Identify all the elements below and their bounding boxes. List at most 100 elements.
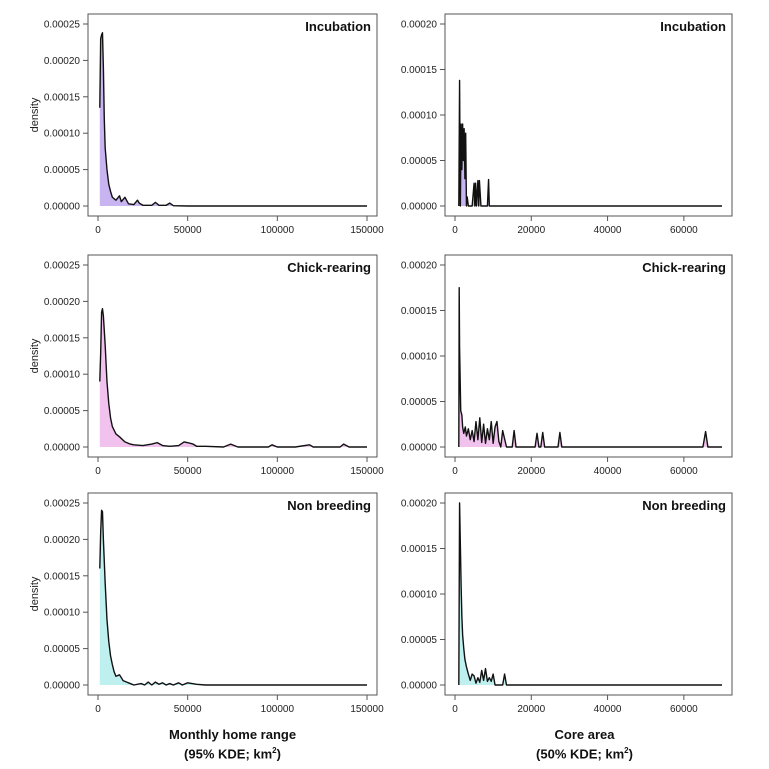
y-tick-label: 0.00005 (401, 397, 438, 408)
x-tick-label: 0 (452, 225, 458, 236)
y-tick-label: 0.00005 (401, 156, 438, 167)
x-tick-label: 40000 (594, 466, 622, 477)
x-tick-label: 60000 (670, 704, 698, 715)
y-tick-label: 0.00015 (44, 571, 81, 582)
density-line (99, 32, 367, 207)
y-tick-label: 0.00000 (44, 443, 81, 454)
y-tick-label: 0.00020 (44, 297, 81, 308)
density-line (458, 502, 722, 686)
y-tick-label: 0.00010 (44, 370, 81, 381)
density-area (458, 287, 722, 447)
panel-1: 0.00000 0.00005 0.00010 0.00015 0.00020 0.000… (29, 13, 384, 236)
y-tick-label: 0.00015 (401, 544, 438, 555)
x-tick-label: 50000 (174, 466, 202, 477)
y-tick-label: 0.00020 (44, 56, 81, 67)
x-axis-title-core-area-superscript: 2 (624, 746, 629, 755)
y-axis-label: density (29, 97, 41, 132)
panel-4: 0.00000 0.00005 0.00010 0.00015 0.00020 0 2000… (401, 254, 733, 477)
density-area (99, 308, 367, 447)
x-tick-label: 100000 (261, 466, 295, 477)
x-axis-title-core-area: Core area (50% KDE; km2) (442, 727, 727, 762)
y-tick-label: 0.00025 (44, 499, 81, 510)
density-line (458, 79, 722, 207)
y-tick-label: 0.00015 (401, 306, 438, 317)
panel-title: Chick-rearing (287, 260, 371, 275)
x-axis-title-home-range-line1: Monthly home range (168, 727, 297, 742)
y-tick-label: 0.00015 (401, 65, 438, 76)
x-tick-label: 100000 (261, 704, 295, 715)
x-tick-label: 0 (95, 704, 101, 715)
density-line (99, 307, 367, 448)
x-axis-title-core-area-units: (50% KDE; km (536, 746, 625, 762)
y-tick-label: 0.00000 (44, 681, 81, 692)
x-axis-title-core-area-line2: (50% KDE; km2) (442, 743, 727, 762)
plot-frame (87, 492, 378, 696)
y-tick-label: 0.00020 (44, 535, 81, 546)
x-axis-title-core-area-close: ) (628, 746, 633, 762)
plot-frame (87, 254, 378, 458)
x-tick-label: 40000 (594, 225, 622, 236)
x-tick-label: 40000 (594, 704, 622, 715)
y-tick-label: 0.00010 (401, 352, 438, 363)
y-axis-label: density (29, 576, 41, 611)
y-tick-label: 0.00000 (401, 681, 438, 692)
density-area (99, 510, 367, 685)
density-area (458, 503, 722, 685)
panel-6: 0.00000 0.00005 0.00010 0.00015 0.00020 0 2000… (401, 492, 733, 715)
y-tick-label: 0.00010 (44, 129, 81, 140)
plot-frame (444, 254, 733, 458)
panel-title: Non breeding (642, 498, 726, 513)
panel-title: Incubation (660, 19, 726, 34)
y-tick-label: 0.00010 (401, 111, 438, 122)
y-tick-label: 0.00020 (401, 499, 438, 510)
y-tick-label: 0.00005 (401, 635, 438, 646)
panel-title: Incubation (305, 19, 371, 34)
x-tick-label: 100000 (261, 225, 295, 236)
panel-5: 0.00000 0.00005 0.00010 0.00015 0.00020 0.000… (29, 492, 384, 715)
x-tick-label: 150000 (350, 225, 384, 236)
x-axis-title-home-range-close: ) (276, 746, 281, 762)
y-tick-label: 0.00025 (44, 20, 81, 31)
x-axis-title-home-range: Monthly home range (95% KDE; km2) (90, 727, 375, 762)
plot-frame (444, 492, 733, 696)
density-line (99, 509, 367, 686)
y-tick-label: 0.00005 (44, 165, 81, 176)
y-tick-label: 0.00015 (44, 92, 81, 103)
x-axis-title-home-range-line2: (95% KDE; km2) (90, 743, 375, 762)
y-tick-label: 0.00000 (401, 443, 438, 454)
x-tick-label: 0 (452, 466, 458, 477)
y-tick-label: 0.00015 (44, 333, 81, 344)
x-tick-label: 50000 (174, 704, 202, 715)
y-tick-label: 0.00020 (401, 261, 438, 272)
x-axis-title-home-range-units: (95% KDE; km (184, 746, 273, 762)
density-line (458, 287, 722, 448)
y-tick-label: 0.00020 (401, 20, 438, 31)
x-tick-label: 60000 (670, 225, 698, 236)
x-tick-label: 50000 (174, 225, 202, 236)
x-tick-label: 0 (95, 466, 101, 477)
y-tick-label: 0.00005 (44, 644, 81, 655)
x-tick-label: 150000 (350, 704, 384, 715)
x-tick-label: 20000 (517, 466, 545, 477)
x-tick-label: 20000 (517, 704, 545, 715)
x-tick-label: 150000 (350, 466, 384, 477)
y-tick-label: 0.00000 (44, 202, 81, 213)
x-tick-label: 0 (452, 704, 458, 715)
x-axis-title-home-range-superscript: 2 (272, 746, 277, 755)
y-axis-label: density (29, 338, 41, 373)
y-tick-label: 0.00005 (44, 406, 81, 417)
panel-3: 0.00000 0.00005 0.00010 0.00015 0.00020 0.000… (29, 254, 384, 477)
y-tick-label: 0.00025 (44, 261, 81, 272)
x-tick-label: 60000 (670, 466, 698, 477)
y-tick-label: 0.00000 (401, 202, 438, 213)
panel-title: Non breeding (287, 498, 371, 513)
x-tick-label: 0 (95, 225, 101, 236)
density-area (458, 80, 722, 206)
y-tick-label: 0.00010 (401, 590, 438, 601)
x-axis-title-core-area-line1: Core area (554, 727, 615, 742)
density-area (99, 32, 367, 206)
y-tick-label: 0.00010 (44, 608, 81, 619)
plot-frame (87, 13, 378, 217)
panel-title: Chick-rearing (642, 260, 726, 275)
